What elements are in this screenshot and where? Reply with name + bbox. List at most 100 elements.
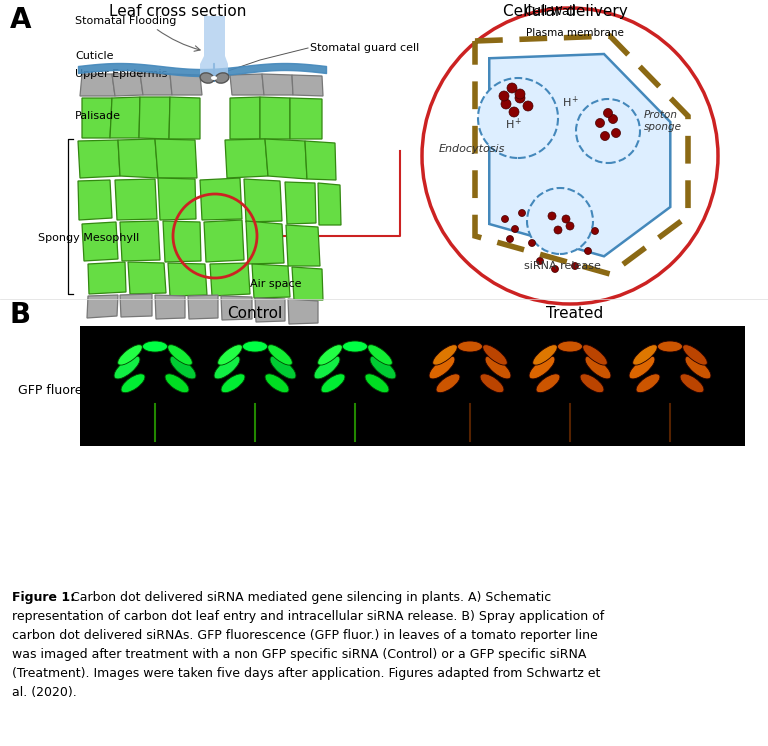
Circle shape <box>591 228 598 234</box>
Text: GFP fluores.: GFP fluores. <box>18 384 93 398</box>
Ellipse shape <box>483 345 508 365</box>
Ellipse shape <box>368 345 392 365</box>
Circle shape <box>499 91 509 101</box>
Text: Plasma membrane: Plasma membrane <box>526 28 624 38</box>
Circle shape <box>611 128 621 137</box>
Polygon shape <box>290 98 322 139</box>
Polygon shape <box>82 222 118 261</box>
Ellipse shape <box>429 356 455 379</box>
Text: H$^+$: H$^+$ <box>505 116 523 131</box>
Text: H$^+$: H$^+$ <box>562 94 580 110</box>
Circle shape <box>604 108 613 118</box>
Polygon shape <box>200 16 228 78</box>
Text: B: B <box>10 301 31 329</box>
Circle shape <box>537 257 544 265</box>
Ellipse shape <box>243 341 267 352</box>
Ellipse shape <box>432 345 457 365</box>
Polygon shape <box>163 221 201 262</box>
Text: was imaged after treatment with a non GFP specific siRNA (Control) or a GFP spec: was imaged after treatment with a non GF… <box>12 648 587 661</box>
Ellipse shape <box>680 374 704 392</box>
Polygon shape <box>170 74 202 95</box>
Ellipse shape <box>217 345 242 365</box>
Circle shape <box>478 78 558 158</box>
Ellipse shape <box>211 76 217 80</box>
Text: Air space: Air space <box>250 279 302 289</box>
Polygon shape <box>115 179 157 220</box>
Circle shape <box>554 226 562 234</box>
Polygon shape <box>305 141 336 180</box>
Polygon shape <box>255 298 285 322</box>
Polygon shape <box>260 97 290 139</box>
Polygon shape <box>200 178 242 220</box>
Text: Carbon dot delivered siRNA mediated gene silencing in plants. A) Schematic: Carbon dot delivered siRNA mediated gene… <box>67 591 551 604</box>
Circle shape <box>601 131 610 140</box>
Ellipse shape <box>318 345 343 365</box>
Polygon shape <box>292 267 323 300</box>
Text: A: A <box>10 6 31 34</box>
Text: siRNA release: siRNA release <box>524 261 601 271</box>
Ellipse shape <box>215 73 229 83</box>
Ellipse shape <box>480 374 504 392</box>
Polygon shape <box>188 295 218 319</box>
Ellipse shape <box>314 356 340 379</box>
Ellipse shape <box>685 356 711 379</box>
Polygon shape <box>225 139 268 178</box>
Ellipse shape <box>200 73 214 83</box>
Circle shape <box>515 93 525 103</box>
Polygon shape <box>78 180 112 220</box>
Polygon shape <box>230 74 264 95</box>
Ellipse shape <box>270 356 296 379</box>
Ellipse shape <box>533 345 558 365</box>
Text: carbon dot delivered siRNAs. GFP fluorescence (GFP fluor.) in leaves of a tomato: carbon dot delivered siRNAs. GFP fluores… <box>12 629 598 642</box>
Polygon shape <box>262 74 293 95</box>
Circle shape <box>523 101 533 111</box>
Ellipse shape <box>121 374 145 392</box>
Ellipse shape <box>221 374 245 392</box>
Polygon shape <box>168 263 207 296</box>
Ellipse shape <box>170 356 196 379</box>
Circle shape <box>595 119 604 128</box>
Circle shape <box>584 248 591 254</box>
Polygon shape <box>120 294 152 317</box>
Circle shape <box>566 222 574 230</box>
Polygon shape <box>285 182 316 224</box>
Circle shape <box>509 107 519 117</box>
Polygon shape <box>155 295 185 319</box>
Circle shape <box>515 89 525 99</box>
Ellipse shape <box>370 356 396 379</box>
Ellipse shape <box>536 374 560 392</box>
Circle shape <box>571 263 578 269</box>
Polygon shape <box>246 221 284 264</box>
Polygon shape <box>140 73 172 95</box>
Circle shape <box>608 114 617 124</box>
Circle shape <box>502 216 508 222</box>
Polygon shape <box>230 97 260 139</box>
Ellipse shape <box>214 356 240 379</box>
Text: Lower epidermis: Lower epidermis <box>88 327 180 337</box>
Polygon shape <box>292 75 323 96</box>
Ellipse shape <box>114 356 140 379</box>
Ellipse shape <box>529 356 555 379</box>
Ellipse shape <box>636 374 660 392</box>
Ellipse shape <box>268 345 293 365</box>
Polygon shape <box>82 98 112 138</box>
Polygon shape <box>489 54 670 257</box>
Polygon shape <box>244 179 282 222</box>
Circle shape <box>551 266 558 272</box>
Ellipse shape <box>585 356 611 379</box>
Ellipse shape <box>485 356 511 379</box>
Polygon shape <box>110 97 140 138</box>
Ellipse shape <box>365 374 389 392</box>
Polygon shape <box>88 262 126 294</box>
Polygon shape <box>158 178 196 220</box>
Bar <box>395 326 745 446</box>
Polygon shape <box>87 295 118 318</box>
Text: Stomatal Flooding: Stomatal Flooding <box>75 16 177 26</box>
Ellipse shape <box>558 341 582 352</box>
Ellipse shape <box>683 345 707 365</box>
Ellipse shape <box>118 345 142 365</box>
Circle shape <box>501 99 511 109</box>
Polygon shape <box>288 299 318 324</box>
Ellipse shape <box>167 345 192 365</box>
Text: Control: Control <box>227 306 283 321</box>
